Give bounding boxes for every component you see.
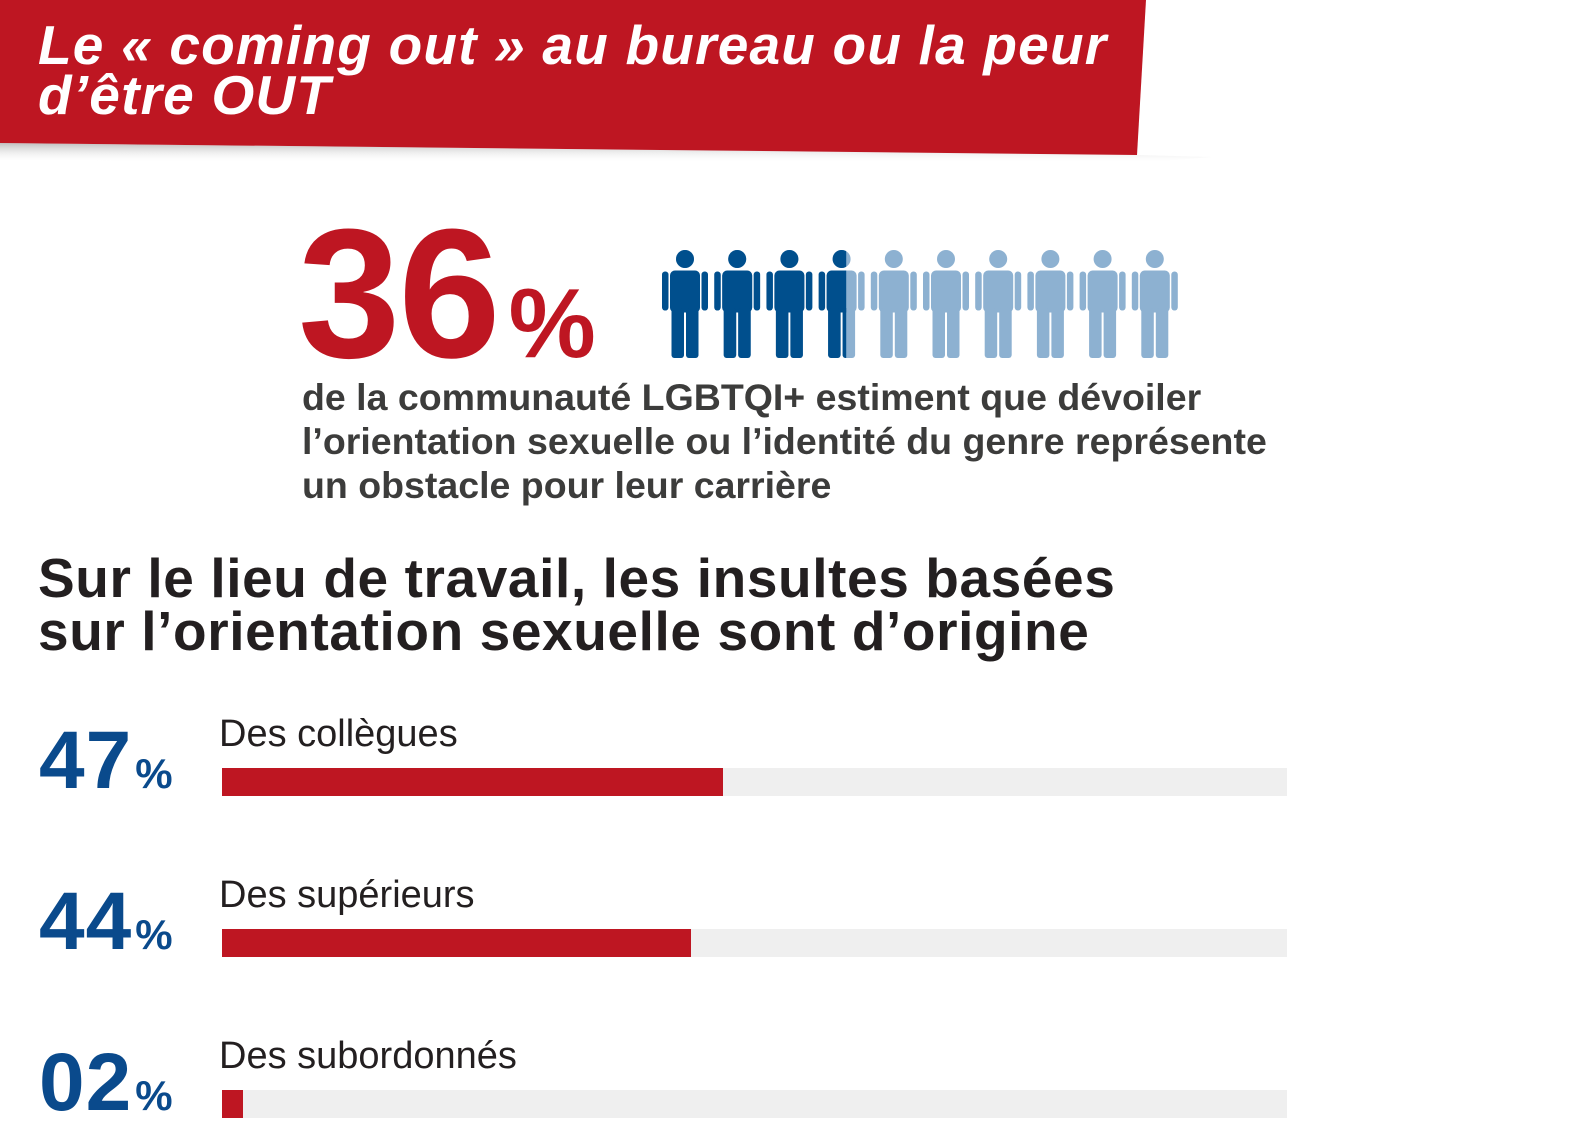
person-icon	[766, 250, 813, 358]
value-number: 47	[39, 715, 133, 806]
value-unit: %	[135, 911, 173, 958]
person-icon	[923, 250, 969, 358]
description-line: un obstacle pour leur carrière	[302, 464, 832, 506]
value-label: 02%	[39, 1042, 173, 1124]
chart-title-line: sur l’orientation sexuelle sont d’origin…	[38, 600, 1090, 662]
person-icon	[1079, 250, 1126, 358]
person-icon	[1131, 250, 1178, 358]
bar	[222, 929, 691, 957]
value-number: 44	[39, 876, 133, 967]
person-icon	[870, 250, 917, 358]
person-icon	[1027, 250, 1074, 358]
value-number: 02	[39, 1037, 133, 1128]
bar-row: 44% Des supérieurs	[0, 861, 1592, 965]
bar-track	[222, 768, 1287, 796]
headline-stat-value: 36	[298, 190, 501, 396]
bar-row: 02% Des subordonnés	[0, 1022, 1592, 1126]
bar	[222, 768, 723, 796]
category-label: Des subordonnés	[219, 1035, 517, 1077]
value-label: 47%	[39, 720, 173, 802]
person-icon	[818, 250, 865, 358]
banner-shadow	[0, 143, 1212, 163]
description-line: de la communauté LGBTQI+ estiment que dé…	[302, 376, 1202, 418]
chart-title: Sur le lieu de travail, les insultes bas…	[38, 547, 1116, 662]
bar-row: 47% Des collègues	[0, 700, 1592, 804]
category-label: Des supérieurs	[219, 874, 475, 916]
description-line: l’orientation sexuelle ou l’identité du …	[302, 420, 1267, 462]
value-label: 44%	[39, 881, 173, 963]
headline-stat-description: de la communauté LGBTQI+ estiment que dé…	[302, 375, 1267, 507]
category-label: Des collègues	[219, 713, 458, 755]
chart-title-line: Sur le lieu de travail, les insultes bas…	[38, 547, 1116, 609]
headline-stat: 36%	[298, 201, 596, 385]
page-title-line: d’être OUT	[38, 64, 332, 126]
value-unit: %	[135, 750, 173, 797]
bar-track	[222, 929, 1287, 957]
page-title: Le « coming out » au bureau ou la peur d…	[38, 14, 1108, 126]
person-icon	[975, 250, 1022, 358]
bar-track	[222, 1090, 1287, 1118]
page-title-line: Le « coming out » au bureau ou la peur	[38, 14, 1108, 76]
headline-stat-unit: %	[508, 268, 596, 378]
bar	[222, 1090, 244, 1118]
person-pictogram	[662, 250, 1178, 358]
person-icon	[714, 250, 761, 358]
banner-ribbon	[0, 0, 1146, 155]
title-banner	[0, 0, 1212, 163]
value-unit: %	[135, 1072, 173, 1119]
person-icon	[662, 250, 708, 358]
